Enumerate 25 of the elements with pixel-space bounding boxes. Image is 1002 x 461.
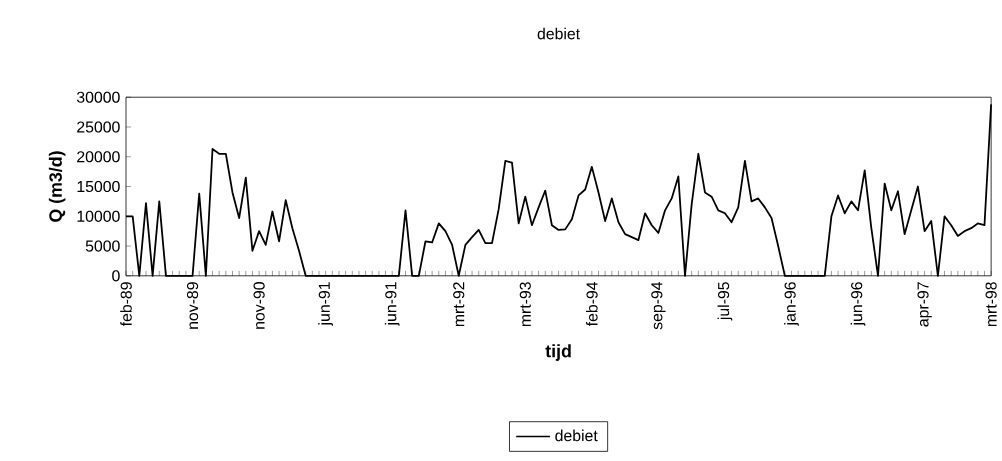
x-tick-label: apr-97 xyxy=(917,282,932,327)
x-tick-label: mrt-93 xyxy=(519,282,531,326)
y-axis-title: Q (m3/d) xyxy=(48,151,66,222)
x-tick-label: jul-95 xyxy=(717,282,733,321)
x-tick-label: feb-89 xyxy=(120,282,132,326)
x-tick-label: mrt-98 xyxy=(985,282,997,326)
x-tick-label: jun-91 xyxy=(318,282,334,326)
x-tick-label: jun-96 xyxy=(850,282,866,326)
y-tick-label: 15000 xyxy=(77,180,120,192)
y-tick-label: 0 xyxy=(112,270,120,282)
x-tick-label: nov-89 xyxy=(186,282,199,329)
x-tick-label: jun-91 xyxy=(384,282,400,326)
chart-title: debiet xyxy=(537,27,580,40)
x-axis-title: tijd xyxy=(545,344,571,361)
y-tick-label: 20000 xyxy=(77,151,120,163)
x-tick-label: jan-96 xyxy=(784,282,799,326)
x-tick-label: sep-94 xyxy=(651,281,666,330)
legend-label: debiet xyxy=(555,429,598,442)
x-tick-label: nov-90 xyxy=(253,281,265,329)
x-tick-label: mrt-92 xyxy=(453,282,465,326)
y-tick-label: 30000 xyxy=(76,91,120,103)
y-tick-label: 25000 xyxy=(77,121,120,133)
y-tick-label: 10000 xyxy=(77,210,120,222)
x-tick-label: feb-94 xyxy=(586,281,598,326)
y-tick-label: 5000 xyxy=(85,240,120,252)
